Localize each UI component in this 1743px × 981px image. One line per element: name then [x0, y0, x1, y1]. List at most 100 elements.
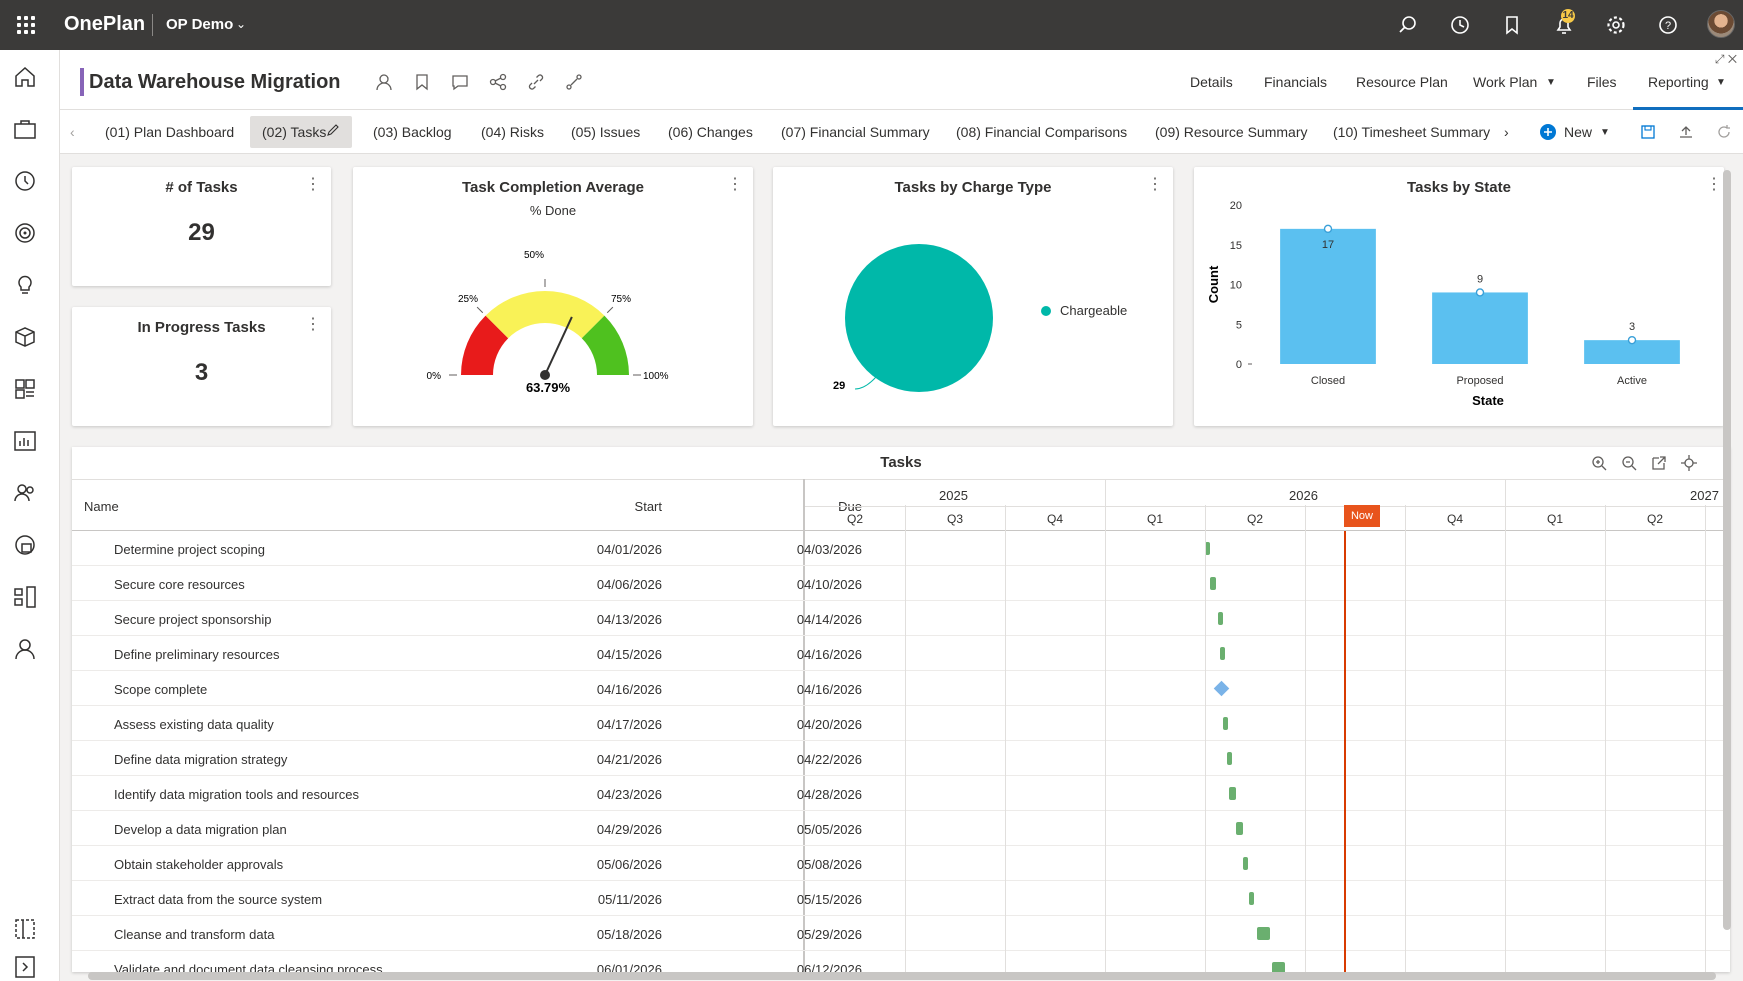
nav-details[interactable]: Details	[1190, 74, 1233, 90]
more-options-icon[interactable]: ⋮	[305, 316, 321, 333]
target-icon[interactable]	[12, 220, 38, 246]
nav-resource-plan[interactable]: Resource Plan	[1356, 74, 1448, 90]
grid-splitter[interactable]	[803, 479, 805, 972]
chevron-down-icon[interactable]: ⌄	[236, 17, 247, 31]
column-header-start[interactable]: Start	[634, 499, 662, 514]
table-row[interactable]: Define preliminary resources 04/15/2026 04…	[72, 636, 1730, 671]
team-people-icon[interactable]	[12, 480, 38, 506]
table-row[interactable]: Cleanse and transform data 05/18/2026 05/2…	[72, 916, 1730, 951]
tab-resource-summary[interactable]: (09) Resource Summary	[1155, 124, 1308, 140]
caret-down-icon[interactable]: ▼	[1716, 77, 1726, 88]
tab-risks[interactable]: (04) Risks	[481, 124, 545, 140]
settings-gear-icon[interactable]	[1603, 12, 1629, 38]
gantt-bar[interactable]	[1256, 927, 1270, 940]
brand-name[interactable]: OnePlan	[64, 13, 146, 35]
nav-files[interactable]: Files	[1587, 74, 1617, 90]
help-icon[interactable]: ?	[1655, 12, 1681, 38]
gantt-bar[interactable]	[1226, 752, 1232, 765]
nav-reporting[interactable]: Reporting	[1648, 74, 1709, 90]
gantt-bar[interactable]	[1243, 857, 1249, 870]
gantt-bar[interactable]	[1210, 577, 1216, 590]
user-avatar[interactable]	[1707, 10, 1735, 38]
gantt-bar[interactable]	[1205, 542, 1210, 555]
link-icon[interactable]	[526, 72, 546, 92]
table-row[interactable]: Extract data from the source system 05/11…	[72, 881, 1730, 916]
gantt-milestone[interactable]	[1214, 680, 1230, 697]
horizontal-scrollbar[interactable]	[88, 972, 1716, 980]
table-row[interactable]: Assess existing data quality 04/17/2026 04…	[72, 706, 1730, 741]
table-row[interactable]: Determine project scoping 04/01/2026 04/03…	[72, 531, 1730, 566]
history-icon[interactable]	[1447, 12, 1473, 38]
pie-slice-chargeable[interactable]	[845, 244, 993, 392]
tab-issues[interactable]: (05) Issues	[571, 124, 641, 140]
zoom-out-icon[interactable]	[1620, 454, 1638, 472]
table-row[interactable]: Validate and document data cleansing pro…	[72, 951, 1730, 972]
search-icon[interactable]	[1395, 12, 1421, 38]
gantt-bar[interactable]	[1235, 822, 1244, 835]
tab-backlog[interactable]: (03) Backlog	[373, 124, 452, 140]
gantt-bar[interactable]	[1248, 892, 1255, 905]
reports-chart-icon[interactable]	[12, 428, 38, 454]
more-options-icon[interactable]: ⋮	[1706, 176, 1722, 193]
upload-icon[interactable]	[1678, 124, 1694, 140]
vertical-scrollbar[interactable]	[1723, 170, 1731, 930]
board-grid-icon[interactable]	[12, 376, 38, 402]
center-timeline-icon[interactable]	[1680, 454, 1698, 472]
app-launcher-icon[interactable]	[14, 13, 38, 37]
tab-financial-comparisons[interactable]: (08) Financial Comparisons	[956, 124, 1128, 140]
open-external-icon[interactable]	[1650, 454, 1668, 472]
tab-timesheet-summary[interactable]: (10) Timesheet Summary	[1333, 124, 1491, 140]
bookmark-icon[interactable]	[1499, 12, 1525, 38]
home-icon[interactable]	[12, 64, 38, 90]
table-row[interactable]: Secure project sponsorship 04/13/2026 04/1…	[72, 601, 1730, 636]
tab-tasks[interactable]: (02) Tasks	[262, 124, 327, 140]
gantt-bar[interactable]	[1218, 612, 1224, 625]
refresh-icon[interactable]	[1716, 124, 1732, 140]
zoom-in-icon[interactable]	[1590, 454, 1608, 472]
timesheet-clock-icon[interactable]	[12, 168, 38, 194]
caret-down-icon[interactable]: ▼	[1546, 77, 1556, 88]
tenant-switcher[interactable]: OP Demo	[166, 16, 234, 33]
tab-financial-summary[interactable]: (07) Financial Summary	[781, 124, 930, 140]
table-row[interactable]: Obtain stakeholder approvals 05/06/2026 05…	[72, 846, 1730, 881]
bar-proposed[interactable]	[1432, 292, 1528, 364]
column-header-name[interactable]: Name	[84, 499, 119, 514]
bar-active[interactable]	[1584, 340, 1680, 364]
gantt-bar[interactable]	[1220, 647, 1226, 660]
tab-plan-dashboard[interactable]: (01) Plan Dashboard	[105, 124, 235, 140]
window-controls[interactable]: ⤢ ✕	[1714, 52, 1737, 66]
table-row[interactable]: Identify data migration tools and resour…	[72, 776, 1730, 811]
save-icon[interactable]	[1640, 124, 1656, 140]
dashboard-gauge-icon[interactable]	[12, 532, 38, 558]
nav-financials[interactable]: Financials	[1264, 74, 1328, 90]
table-row[interactable]: Develop a data migration plan 04/29/2026 0…	[72, 811, 1730, 846]
edit-pencil-icon[interactable]	[326, 123, 340, 137]
portfolio-briefcase-icon[interactable]	[12, 116, 38, 142]
hierarchy-icon[interactable]	[12, 584, 38, 610]
idea-lightbulb-icon[interactable]	[12, 272, 38, 298]
table-row[interactable]: Define data migration strategy 04/21/2026…	[72, 741, 1730, 776]
bar-closed[interactable]	[1280, 228, 1376, 364]
chevron-right-icon[interactable]: ›	[1504, 124, 1509, 140]
caret-down-icon[interactable]: ▼	[1600, 127, 1610, 138]
more-options-icon[interactable]: ⋮	[305, 176, 321, 193]
nav-work-plan[interactable]: Work Plan	[1473, 74, 1538, 90]
gantt-bar[interactable]	[1222, 717, 1228, 730]
share-icon[interactable]	[488, 72, 508, 92]
user-icon[interactable]	[374, 72, 394, 92]
add-icon[interactable]	[1540, 124, 1556, 140]
user-profile-icon[interactable]	[12, 636, 38, 662]
chevron-left-icon[interactable]: ‹	[70, 124, 75, 140]
gantt-bar[interactable]	[1271, 962, 1285, 972]
resources-box-icon[interactable]	[12, 324, 38, 350]
gantt-bar[interactable]	[1229, 787, 1236, 800]
table-row[interactable]: Secure core resources 04/06/2026 04/10/202…	[72, 566, 1730, 601]
layout-select-icon[interactable]	[12, 916, 38, 942]
bookmark-icon[interactable]	[412, 72, 432, 92]
connect-icon[interactable]	[564, 72, 584, 92]
expand-rail-icon[interactable]	[12, 954, 38, 980]
comment-icon[interactable]	[450, 72, 470, 92]
legend-label[interactable]: Chargeable	[1060, 303, 1127, 318]
table-row[interactable]: Scope complete 04/16/2026 04/16/2026	[72, 671, 1730, 706]
more-options-icon[interactable]: ⋮	[727, 176, 743, 193]
